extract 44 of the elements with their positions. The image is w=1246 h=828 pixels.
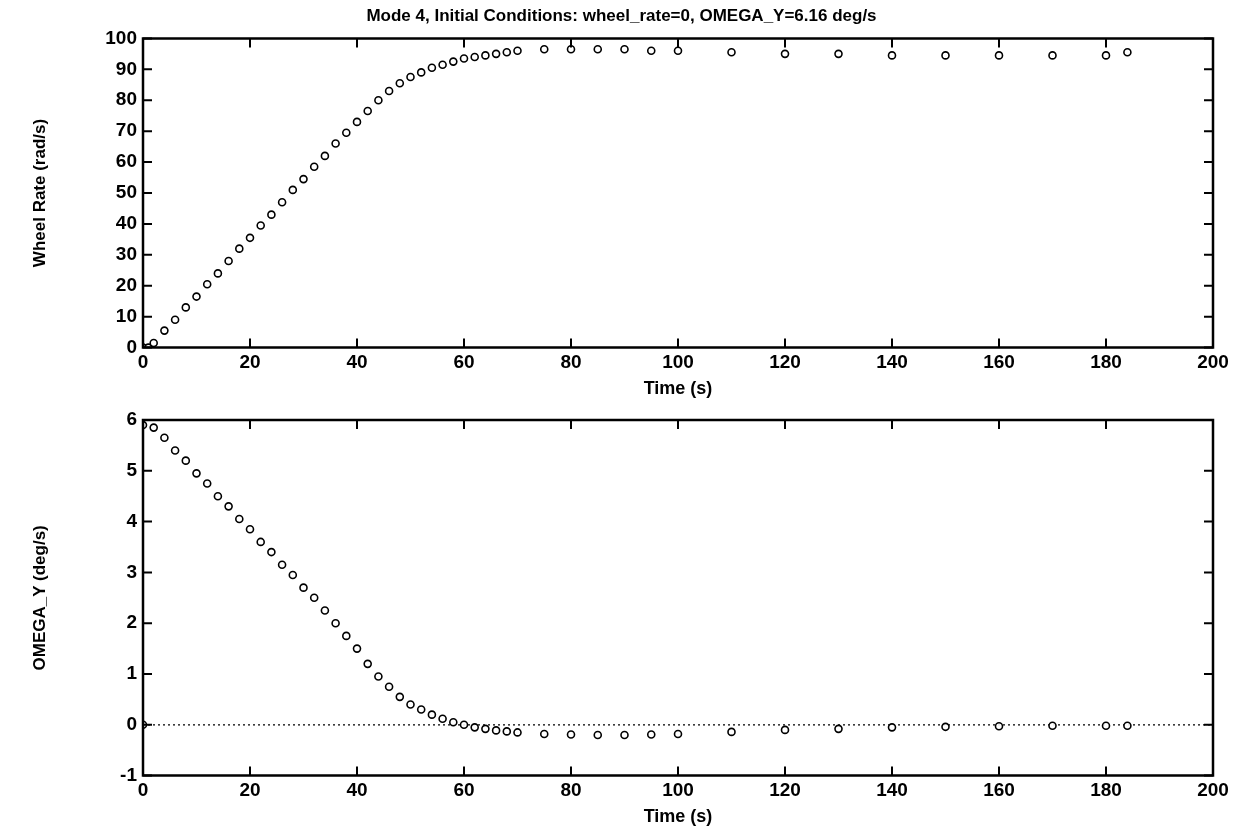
chart-title: Mode 4, Initial Conditions: wheel_rate=0, OMEGA_Y=6.16 deg/s	[366, 5, 877, 25]
y-tick-label: 1	[126, 662, 138, 684]
x-tick-label: 180	[1090, 351, 1122, 373]
y-tick-label: -1	[120, 763, 138, 785]
x-tick-label: 40	[346, 779, 368, 801]
y-tick-label: 4	[126, 509, 138, 531]
y-tick-label: 40	[115, 212, 137, 234]
y-tick-label: 70	[115, 119, 137, 141]
x-tick-label: 200	[1197, 351, 1229, 373]
x-tick-label: 200	[1197, 779, 1229, 801]
x-tick-label: 80	[560, 351, 582, 373]
y-tick-label: 3	[126, 560, 137, 582]
y-tick-label: 5	[126, 459, 138, 481]
y-axis-title: OMEGA_Y (deg/s)	[29, 525, 49, 671]
y-tick-label: 10	[115, 304, 137, 326]
y-tick-label: 6	[126, 408, 137, 430]
y-tick-label: 80	[115, 88, 137, 110]
y-tick-label: 60	[115, 150, 137, 172]
x-tick-label: 180	[1090, 779, 1122, 801]
x-tick-label: 80	[560, 779, 582, 801]
x-tick-label: 160	[983, 779, 1015, 801]
x-axis-title: Time (s)	[643, 806, 713, 827]
x-tick-label: 140	[876, 351, 908, 373]
x-tick-label: 120	[769, 351, 801, 373]
x-tick-label: 100	[662, 779, 694, 801]
y-tick-label: 50	[115, 181, 137, 203]
x-tick-label: 100	[662, 351, 694, 373]
x-tick-label: 20	[239, 779, 261, 801]
y-tick-label: 20	[115, 273, 137, 295]
y-axis-title: Wheel Rate (rad/s)	[29, 118, 49, 268]
x-tick-label: 60	[453, 351, 475, 373]
y-tick-label: 0	[126, 713, 137, 735]
y-tick-label: 0	[126, 335, 137, 357]
y-tick-label: 2	[126, 611, 137, 633]
x-tick-label: 160	[983, 351, 1015, 373]
y-tick-label: 100	[105, 26, 137, 48]
y-tick-label: 30	[115, 243, 137, 265]
x-tick-label: 20	[239, 351, 261, 373]
x-tick-label: 140	[876, 779, 908, 801]
x-tick-label: 60	[453, 779, 475, 801]
x-axis-title: Time (s)	[643, 378, 713, 399]
x-tick-label: 40	[346, 351, 368, 373]
y-tick-label: 90	[115, 57, 137, 79]
x-tick-label: 120	[769, 779, 801, 801]
